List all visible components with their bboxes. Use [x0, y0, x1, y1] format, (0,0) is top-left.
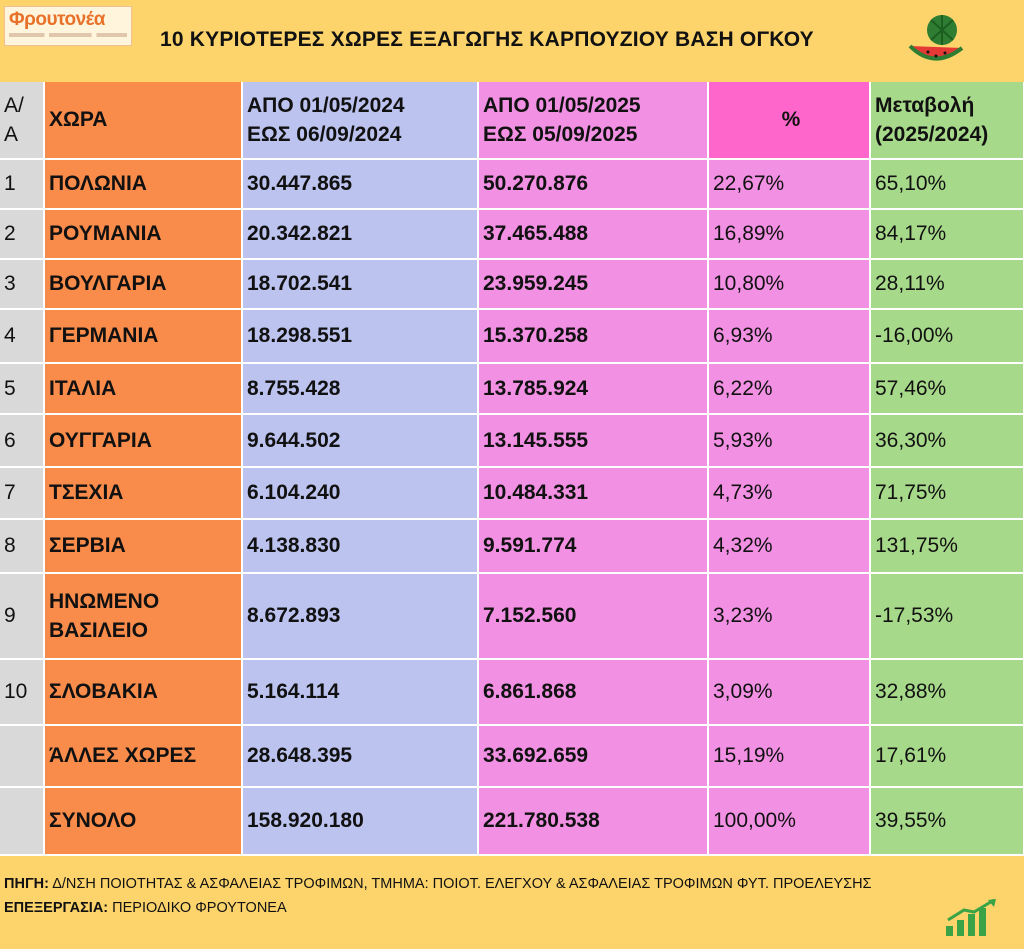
header-country: ΧΩΡΑ	[44, 82, 243, 160]
header-2025: ΑΠΟ 01/05/2025 ΕΩΣ 05/09/2025	[478, 82, 709, 160]
watermelon-icon	[908, 15, 964, 61]
table-row: 3 ΒΟΥΛΓΑΡΙΑ 18.702.541 23.959.245 10,80% 28,1…	[0, 259, 1024, 310]
header-change: Μεταβολή (2025/2024)	[870, 82, 1024, 160]
table-row: 8 ΣΕΡΒΙΑ 4.138.830 9.591.774 4,32% 131,75%	[0, 519, 1024, 574]
source-note: ΠΗΓΗ: Δ/ΝΣΗ ΠΟΙΟΤΗΤΑΣ & ΑΣΦΑΛΕΙΑΣ ΤΡΟΦΙΜ…	[4, 876, 872, 892]
table-row: 6 ΟΥΓΓΑΡΙΑ 9.644.502 13.145.555 5,93% 36,30%	[0, 414, 1024, 468]
logo-tagline-graphic	[9, 33, 127, 37]
exports-table: Α/Α ΧΩΡΑ ΑΠΟ 01/05/2024 ΕΩΣ 06/09/2024 ΑΠ…	[0, 82, 1024, 856]
table-row: 2 ΡΟΥΜΑΝΙΑ 20.342.821 37.465.488 16,89% 84,17…	[0, 209, 1024, 260]
page-title: 10 ΚΥΡΙΟΤΕΡΕΣ ΧΩΡΕΣ ΕΞΑΓΩΓΗΣ ΚΑΡΠΟΥΖΙΟΥ …	[160, 28, 814, 51]
table-header-row: Α/Α ΧΩΡΑ ΑΠΟ 01/05/2024 ΕΩΣ 06/09/2024 ΑΠ…	[0, 82, 1024, 160]
table-row: 7 ΤΣΕΧΙΑ 6.104.240 10.484.331 4,73% 71,75%	[0, 467, 1024, 520]
header-2024: ΑΠΟ 01/05/2024 ΕΩΣ 06/09/2024	[242, 82, 479, 160]
table-row: 10 ΣΛΟΒΑΚΙΑ 5.164.114 6.861.868 3,09% 32,88%	[0, 659, 1024, 726]
table-row: 5 ΙΤΑΛΙΑ 8.755.428 13.785.924 6,22% 57,46%	[0, 363, 1024, 415]
table-row: 1 ΠΟΛΩΝΙΑ 30.447.865 50.270.876 22,67% 65,10%	[0, 159, 1024, 210]
footer: ΠΗΓΗ: Δ/ΝΣΗ ΠΟΙΟΤΗΤΑΣ & ΑΣΦΑΛΕΙΑΣ ΤΡΟΦΙΜ…	[0, 870, 1024, 949]
header-percent: %	[708, 82, 871, 160]
table-row: 4 ΓΕΡΜΑΝΙΑ 18.298.551 15.370.258 6,93% -16,00…	[0, 309, 1024, 364]
header-aa: Α/Α	[0, 82, 45, 160]
table-total-row: ΣΥΝΟΛΟ 158.920.180 221.780.538 100,00% 39,55…	[0, 787, 1024, 856]
growth-chart-icon	[946, 898, 996, 936]
logo-text: Φρουτονέα	[9, 9, 105, 30]
brand-logo[interactable]: Φρουτονέα	[4, 6, 132, 46]
table-row: 9 ΗΝΩΜΕΝΟ ΒΑΣΙΛΕΙΟ 8.672.893 7.152.560 3,23…	[0, 573, 1024, 660]
header: Φρουτονέα 10 ΚΥΡΙΟΤΕΡΕΣ ΧΩΡΕΣ ΕΞΑΓΩΓΗΣ Κ…	[0, 0, 1024, 82]
table-row: ΆΛΛΕΣ ΧΩΡΕΣ 28.648.395 33.692.659 15,19% 17,…	[0, 725, 1024, 788]
processing-note: ΕΠΕΞΕΡΓΑΣΙΑ: ΠΕΡΙΟΔΙΚΟ ΦΡΟΥΤΟΝΕΑ	[4, 900, 287, 916]
